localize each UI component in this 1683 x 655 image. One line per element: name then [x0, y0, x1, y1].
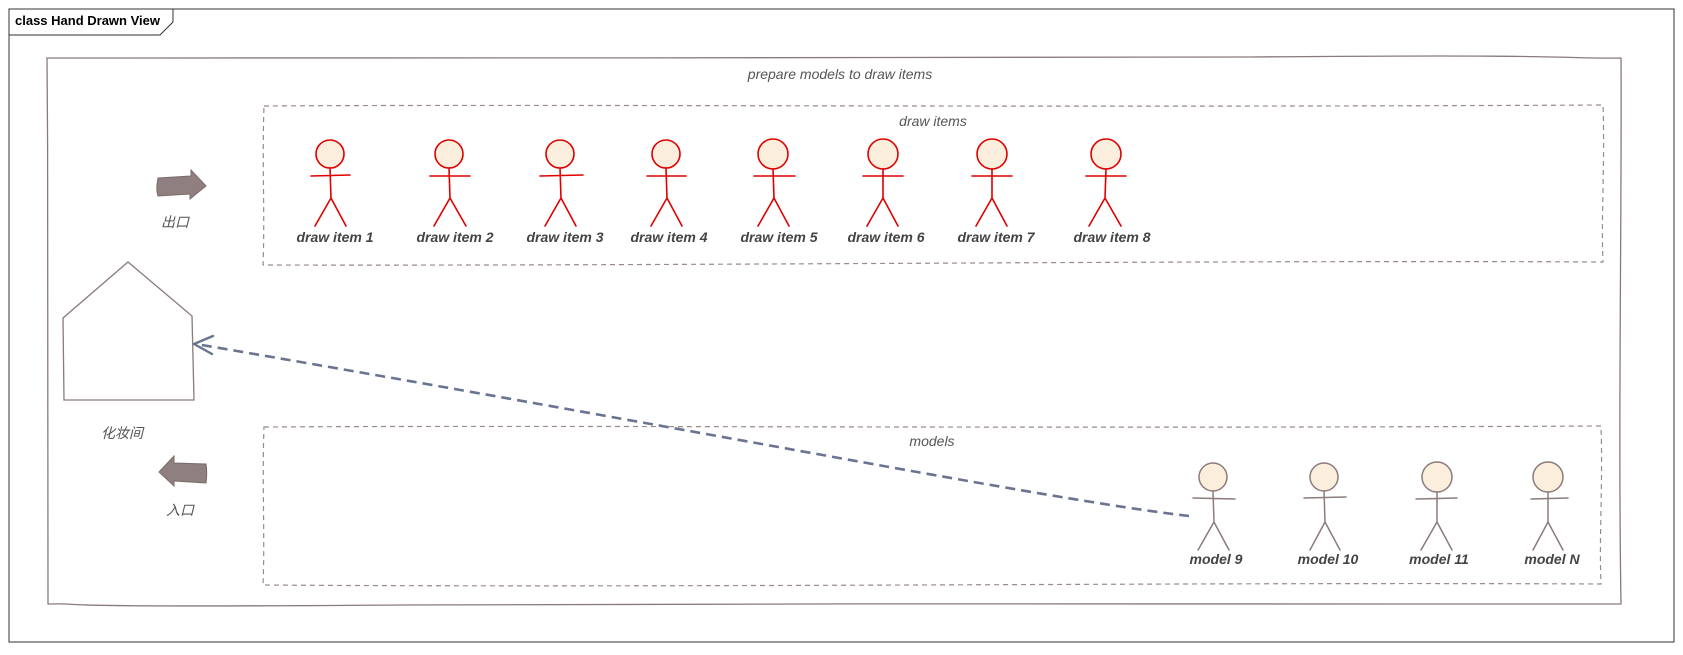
- draw-item-actor-6[interactable]: draw item 6: [847, 139, 924, 245]
- outer-boundary-label: prepare models to draw items: [747, 66, 932, 82]
- outer-boundary[interactable]: prepare models to draw items: [47, 56, 1621, 606]
- draw-item-label: draw item 4: [630, 229, 707, 245]
- models-boundary-label: models: [909, 433, 954, 449]
- makeup-room[interactable]: 化妆间: [63, 262, 194, 441]
- actor-head-icon: [652, 140, 680, 168]
- draw-item-label: draw item 5: [740, 229, 817, 245]
- actor-head-icon: [546, 140, 574, 168]
- models-boundary[interactable]: models: [263, 426, 1602, 586]
- dependency-connector[interactable]: [194, 336, 1189, 516]
- makeup-room-label: 化妆间: [101, 425, 145, 441]
- draw-item-actor-7[interactable]: draw item 7: [957, 139, 1035, 245]
- entrance-arrow[interactable]: 入口: [159, 456, 207, 518]
- actor-head-icon: [1199, 463, 1227, 491]
- model-label: model N: [1524, 551, 1580, 567]
- model-label: model 9: [1190, 551, 1243, 567]
- model-actor-n[interactable]: model N: [1524, 462, 1580, 567]
- actor-head-icon: [977, 139, 1007, 169]
- draw-item-actor-8[interactable]: draw item 8: [1073, 139, 1150, 245]
- draw-item-actor-2[interactable]: draw item 2: [416, 140, 493, 245]
- right-arrow-icon: [157, 170, 206, 199]
- model-actor-9[interactable]: model 9: [1190, 463, 1243, 567]
- draw-item-label: draw item 1: [296, 229, 373, 245]
- draw-item-actor-3[interactable]: draw item 3: [526, 140, 603, 245]
- draw-item-label: draw item 6: [847, 229, 924, 245]
- actor-head-icon: [1091, 139, 1121, 169]
- actor-head-icon: [758, 139, 788, 169]
- entrance-label: 入口: [166, 502, 195, 518]
- draw-item-actor-4[interactable]: draw item 4: [630, 140, 707, 245]
- draw-item-label: draw item 7: [957, 229, 1035, 245]
- frame-title: class Hand Drawn View: [15, 13, 161, 28]
- model-actor-10[interactable]: model 10: [1298, 463, 1359, 567]
- exit-label: 出口: [161, 214, 190, 230]
- exit-arrow[interactable]: 出口: [157, 170, 206, 230]
- diagram-frame: class Hand Drawn View: [9, 9, 1674, 642]
- draw-item-label: draw item 2: [416, 229, 493, 245]
- model-actor-11[interactable]: model 11: [1409, 462, 1469, 567]
- draw-item-label: draw item 3: [526, 229, 603, 245]
- actor-head-icon: [1533, 462, 1563, 492]
- actor-head-icon: [316, 140, 344, 168]
- draw-item-actor-1[interactable]: draw item 1: [296, 140, 373, 245]
- draw-item-label: draw item 8: [1073, 229, 1150, 245]
- draw-items-boundary-label: draw items: [899, 113, 967, 129]
- actor-head-icon: [868, 139, 898, 169]
- draw-item-actor-5[interactable]: draw item 5: [740, 139, 817, 245]
- model-label: model 11: [1409, 551, 1469, 567]
- actor-head-icon: [1310, 463, 1338, 491]
- model-label: model 10: [1298, 551, 1359, 567]
- left-arrow-icon: [159, 456, 207, 486]
- house-icon: [63, 262, 194, 400]
- actor-head-icon: [1422, 462, 1452, 492]
- actor-head-icon: [435, 140, 463, 168]
